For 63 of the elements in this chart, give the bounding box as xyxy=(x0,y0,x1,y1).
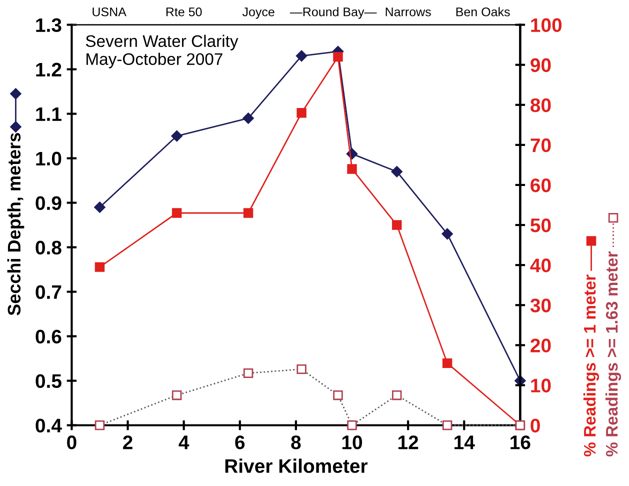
x-tick-label: 12 xyxy=(398,435,418,450)
text: Rte 50 xyxy=(166,7,202,16)
y-tick-label: 0.5 xyxy=(36,374,62,388)
y-tick-label: 0.6 xyxy=(36,330,62,344)
point xyxy=(392,390,402,400)
text: Ben Oaks xyxy=(456,7,510,16)
point xyxy=(347,420,357,430)
x-tick-label: 0 xyxy=(67,435,76,450)
point xyxy=(171,130,182,142)
text: Joyce xyxy=(242,8,274,19)
legend-label: % Readings >= 1 meter xyxy=(583,274,600,456)
y-tick-label: 1.3 xyxy=(36,18,62,32)
point xyxy=(243,368,254,378)
y-tick-label: 0.8 xyxy=(36,240,62,255)
x-tick-label: 8 xyxy=(291,435,301,450)
x-tick-label: 6 xyxy=(235,435,245,450)
y2-tick-label: 100 xyxy=(531,18,562,32)
y2-tick-label: 60 xyxy=(530,178,551,192)
text: Narrows xyxy=(386,8,431,16)
point xyxy=(172,390,182,400)
point xyxy=(442,358,452,368)
point xyxy=(333,390,343,400)
y2-tick-label: 50 xyxy=(530,218,551,232)
point xyxy=(391,166,402,178)
point xyxy=(296,50,308,62)
point xyxy=(442,228,453,240)
y2-tick-label: 0 xyxy=(530,418,540,432)
x-tick-label: 16 xyxy=(510,435,530,450)
y2-tick-label: 70 xyxy=(530,138,551,152)
point xyxy=(242,112,254,124)
point xyxy=(333,52,343,62)
point xyxy=(243,208,254,218)
text: Severn Water Clarity May-October 2007 xyxy=(86,34,238,68)
y-tick-label: 1.0 xyxy=(36,152,62,166)
point xyxy=(442,420,452,430)
point xyxy=(296,364,306,374)
point xyxy=(347,164,357,174)
point xyxy=(296,108,306,118)
point xyxy=(172,208,182,218)
x-tick-label: 2 xyxy=(123,435,132,450)
text: USNA xyxy=(92,7,126,16)
y2-tick-label: 30 xyxy=(530,298,551,312)
legend-label: Secchi Depth, meters xyxy=(7,133,24,316)
legend-label: % Readings >= 1.63 meter xyxy=(605,251,622,456)
point xyxy=(94,262,105,272)
y-tick-label: 0.9 xyxy=(36,196,62,210)
y-tick-label: 1.2 xyxy=(36,62,62,76)
point xyxy=(94,202,106,213)
point xyxy=(94,420,105,430)
y2-tick-label: 20 xyxy=(530,338,551,352)
y2-tick-label: 10 xyxy=(531,378,551,392)
x-tick-label: 10 xyxy=(342,435,362,450)
y-tick-label: 0.4 xyxy=(36,418,62,432)
x-tick-label: 14 xyxy=(454,436,475,450)
x-axis-title: River Kilometer xyxy=(225,458,368,473)
y2-tick-label: 80 xyxy=(530,98,551,112)
point xyxy=(392,220,402,230)
y2-tick-label: 90 xyxy=(530,58,551,72)
y-tick-label: 1.1 xyxy=(36,107,62,121)
text: —Round Bay— xyxy=(290,7,377,19)
x-tick-label: 4 xyxy=(178,436,190,450)
y-tick-label: 0.7 xyxy=(36,285,62,299)
y2-tick-label: 40 xyxy=(530,258,551,272)
